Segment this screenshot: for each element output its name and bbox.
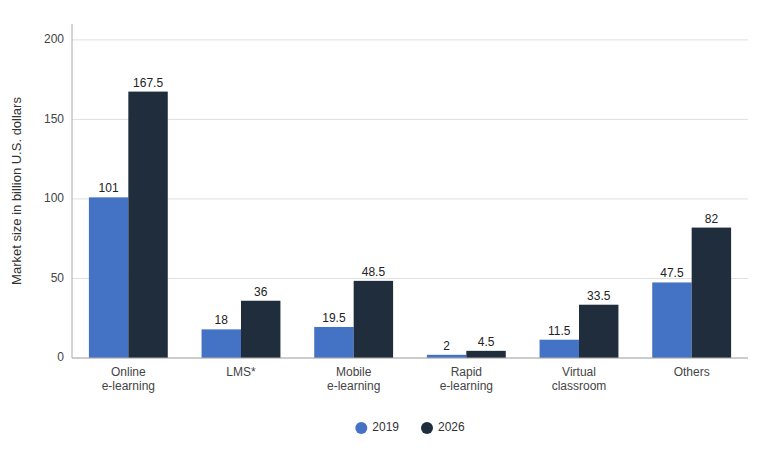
y-axis-title: Market size in billion U.S. dollars [9,97,24,285]
x-tick-label-line: e-learning [327,379,380,393]
data-label: 33.5 [587,289,611,303]
legend-label: 2026 [438,420,465,434]
grid-line [72,278,748,279]
data-label: 2 [443,339,450,353]
legend: 2019 2026 [355,420,465,434]
data-label: 4.5 [478,335,495,349]
bar [89,197,128,358]
x-tick-label-line: e-learning [440,379,493,393]
data-labels: 101 18 19.5 2 11.5 47.5 167.5 36 48.5 4.5 33.5 82 [99,76,719,353]
x-tick-label: Virtualclassroom [552,365,607,393]
bar [466,351,505,358]
x-axis-line [72,358,748,359]
x-tick-label-line: Others [674,365,710,379]
y-axis-line [72,24,73,358]
data-label: 11.5 [548,324,571,338]
x-tick-label-line: Virtual [562,365,596,379]
data-label: 167.5 [133,76,163,90]
y-tick-label: 200 [44,32,64,46]
grid-line [72,358,748,359]
x-tick-label: LMS* [226,365,256,379]
x-tick-label: Onlinee-learning [102,365,155,393]
bar [692,228,731,358]
x-tick-label: Rapide-learning [440,365,493,393]
grid-line [72,198,748,199]
data-label: 36 [254,285,268,299]
bars [89,92,731,358]
grid-line [72,119,748,120]
bar [652,282,691,358]
data-label: 101 [99,181,119,195]
y-axis: 0 50 100 150 200 [44,24,72,364]
data-label: 47.5 [660,266,684,280]
data-label: 48.5 [362,265,386,279]
bar [202,329,241,358]
y-tick-label: 150 [44,112,64,126]
x-tick-label-line: Online [111,365,146,379]
chart-svg: 0 50 100 150 200 Market size in billion U.S. … [0,0,768,450]
legend-marker [355,422,367,434]
legend-item: 2026 [421,420,465,434]
y-grid [72,40,748,358]
x-tick-label-line: Rapid [451,365,482,379]
bar [354,281,393,358]
x-tick-label: Others [674,365,710,379]
legend-marker [421,422,433,434]
y-tick-label: 100 [44,191,64,205]
x-tick-label-line: Mobile [336,365,372,379]
bar [314,327,353,358]
legend-label: 2019 [372,420,399,434]
bar [579,305,618,358]
x-tick-label-line: classroom [552,379,607,393]
data-label: 18 [215,313,229,327]
grid-line [72,39,748,40]
bar [540,340,579,358]
chart-container: 0 50 100 150 200 Market size in billion U.S. … [0,0,768,450]
y-tick-label: 50 [51,271,65,285]
data-label: 19.5 [322,311,346,325]
y-tick-label: 0 [57,350,64,364]
x-tick-label: Mobilee-learning [327,365,380,393]
x-axis: Onlinee-learningLMS*Mobilee-learningRapi… [72,358,748,393]
x-tick-label-line: LMS* [226,365,256,379]
bar [128,92,167,358]
data-label: 82 [705,212,719,226]
background [0,0,768,450]
legend-item: 2019 [355,420,399,434]
bar [241,301,280,358]
x-tick-label-line: e-learning [102,379,155,393]
